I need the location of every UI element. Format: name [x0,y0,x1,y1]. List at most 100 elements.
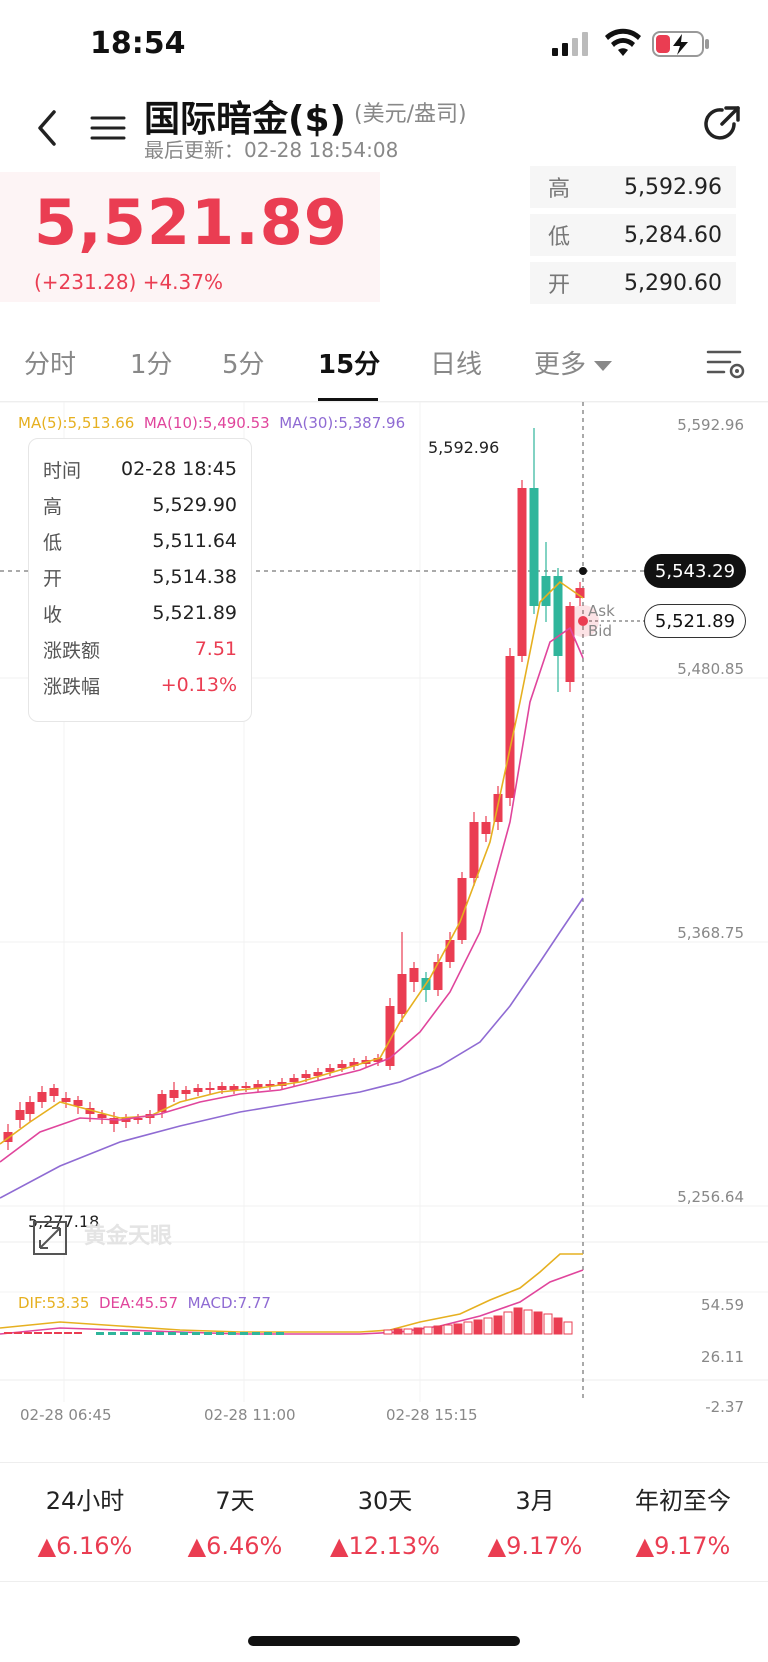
candle-body [253,1084,263,1088]
ma10-line [0,626,584,1163]
header: 国际暗金($) (美元/盎司) 最后更新：02-28 18:54:08 [0,90,768,170]
menu-icon[interactable] [90,108,126,148]
up-arrow-icon: ▲ [330,1532,349,1560]
page-title: 国际暗金($) [144,99,346,140]
timeframe-tabs: 分时 1分 5分 15分 日线 更多 [0,330,768,402]
perf-value-text: 6.16% [56,1532,133,1560]
candle-body [575,588,585,598]
dea-label: DEA:45.57 [98,1294,179,1312]
macd-bar [413,1327,423,1335]
tooltip-key: 开 [43,567,63,590]
tooltip-key: 高 [43,495,63,518]
tooltip-value: 7.51 [194,638,237,660]
watermark: 黄金天眼 [84,1224,173,1249]
macd-bar [443,1324,453,1335]
candle-body [37,1092,47,1102]
candle-body [265,1084,275,1086]
macd-bar [493,1315,503,1335]
ma30-line [0,897,584,1199]
perf-label: 24小时 [45,1487,125,1515]
chart-settings-icon[interactable] [706,346,746,382]
tooltip-row: 低 5,511.64 [43,523,237,559]
macd-bar [180,1332,188,1335]
candle-body [541,576,551,606]
macd-bar [383,1329,393,1335]
macd-bar [132,1332,140,1335]
candle-body [517,488,527,656]
candle-body [169,1090,179,1098]
macd-bar [453,1323,463,1335]
tooltip-value: 5,521.89 [152,602,237,624]
tab-more-label: 更多 [534,350,587,380]
low-label: 低 [548,225,571,250]
macd-bar [264,1332,272,1335]
open-row: 开 5,290.60 [530,262,736,304]
candle-body [205,1088,215,1090]
candle-body [481,822,491,834]
tab-more[interactable]: 更多 [534,344,614,381]
tab-intraday[interactable]: 分时 [24,350,77,380]
bid-price-pill: 5,521.89 [644,604,746,638]
chevron-down-icon [594,360,613,371]
back-icon[interactable] [30,104,66,152]
macd-bar [24,1332,32,1334]
macd-bar [64,1332,72,1334]
signal-icon [552,32,588,56]
candle-body [433,962,443,990]
tooltip-row: 高 5,529.90 [43,487,237,523]
candle-body [61,1098,71,1102]
expand-icon[interactable] [32,1220,68,1256]
bid-label: Bid [588,622,612,640]
perf-label: 3月 [515,1487,555,1515]
candle-body [181,1090,191,1094]
tooltip-key: 时间 [43,459,82,482]
open-value: 5,290.60 [624,270,722,296]
perf-label: 30天 [357,1487,413,1515]
crosshair-price-pill: 5,543.29 [644,554,746,588]
macd-bar [403,1328,413,1335]
macd-bar [204,1332,212,1335]
tab-5min[interactable]: 5分 [222,350,265,380]
macd-bar [503,1311,513,1335]
home-indicator[interactable] [248,1636,520,1646]
tooltip-key: 收 [43,603,63,626]
price-change: (+231.28) +4.37% [34,270,223,294]
macd-bar [108,1332,116,1335]
perf-item: 24小时 ▲6.16% [10,1481,160,1560]
ma30-label: MA(30):5,387.96 [279,414,406,432]
crosshair-dot [579,567,587,575]
tooltip-value: 5,529.90 [152,494,237,516]
candle-body [313,1072,323,1076]
ma5-line [0,580,584,1145]
candle-body [373,1058,383,1062]
candle-body [529,488,539,606]
ask-label: Ask [588,602,615,620]
candle-body [289,1078,299,1082]
macd-label: MACD:7.77 [187,1294,271,1312]
macd-bar [216,1332,224,1335]
macd-bar [168,1332,176,1335]
candle-body [157,1094,167,1112]
candle-body [217,1086,227,1090]
tooltip-row: 涨跌额 7.51 [43,631,237,667]
tab-1min[interactable]: 1分 [130,350,173,380]
tab-daily[interactable]: 日线 [430,350,483,380]
kline-chart[interactable]: MA(5):5,513.66 MA(10):5,490.53 MA(30):5,… [0,402,768,1460]
candle-body [3,1132,13,1142]
x-axis-label: 02-28 11:00 [204,1406,296,1424]
candle-body [565,606,575,682]
macd-bar [523,1309,533,1335]
share-icon[interactable] [700,102,744,146]
tab-15min[interactable]: 15分 [318,350,381,380]
tooltip-value: 5,514.38 [152,566,237,588]
perf-value: ▲6.46% [160,1532,310,1560]
candle-tooltip: 时间 02-28 18:45 高 5,529.90 低 5,511.64 开 5,514… [28,438,252,722]
candle-body [133,1118,143,1120]
candle-body [97,1114,107,1118]
candle-body [349,1062,359,1066]
perf-item: 30天 ▲12.13% [310,1481,460,1560]
tooltip-value: 5,511.64 [152,530,237,552]
macd-bar [240,1332,248,1335]
candle-body [301,1074,311,1078]
y-axis-label: 5,256.64 [677,1188,744,1206]
